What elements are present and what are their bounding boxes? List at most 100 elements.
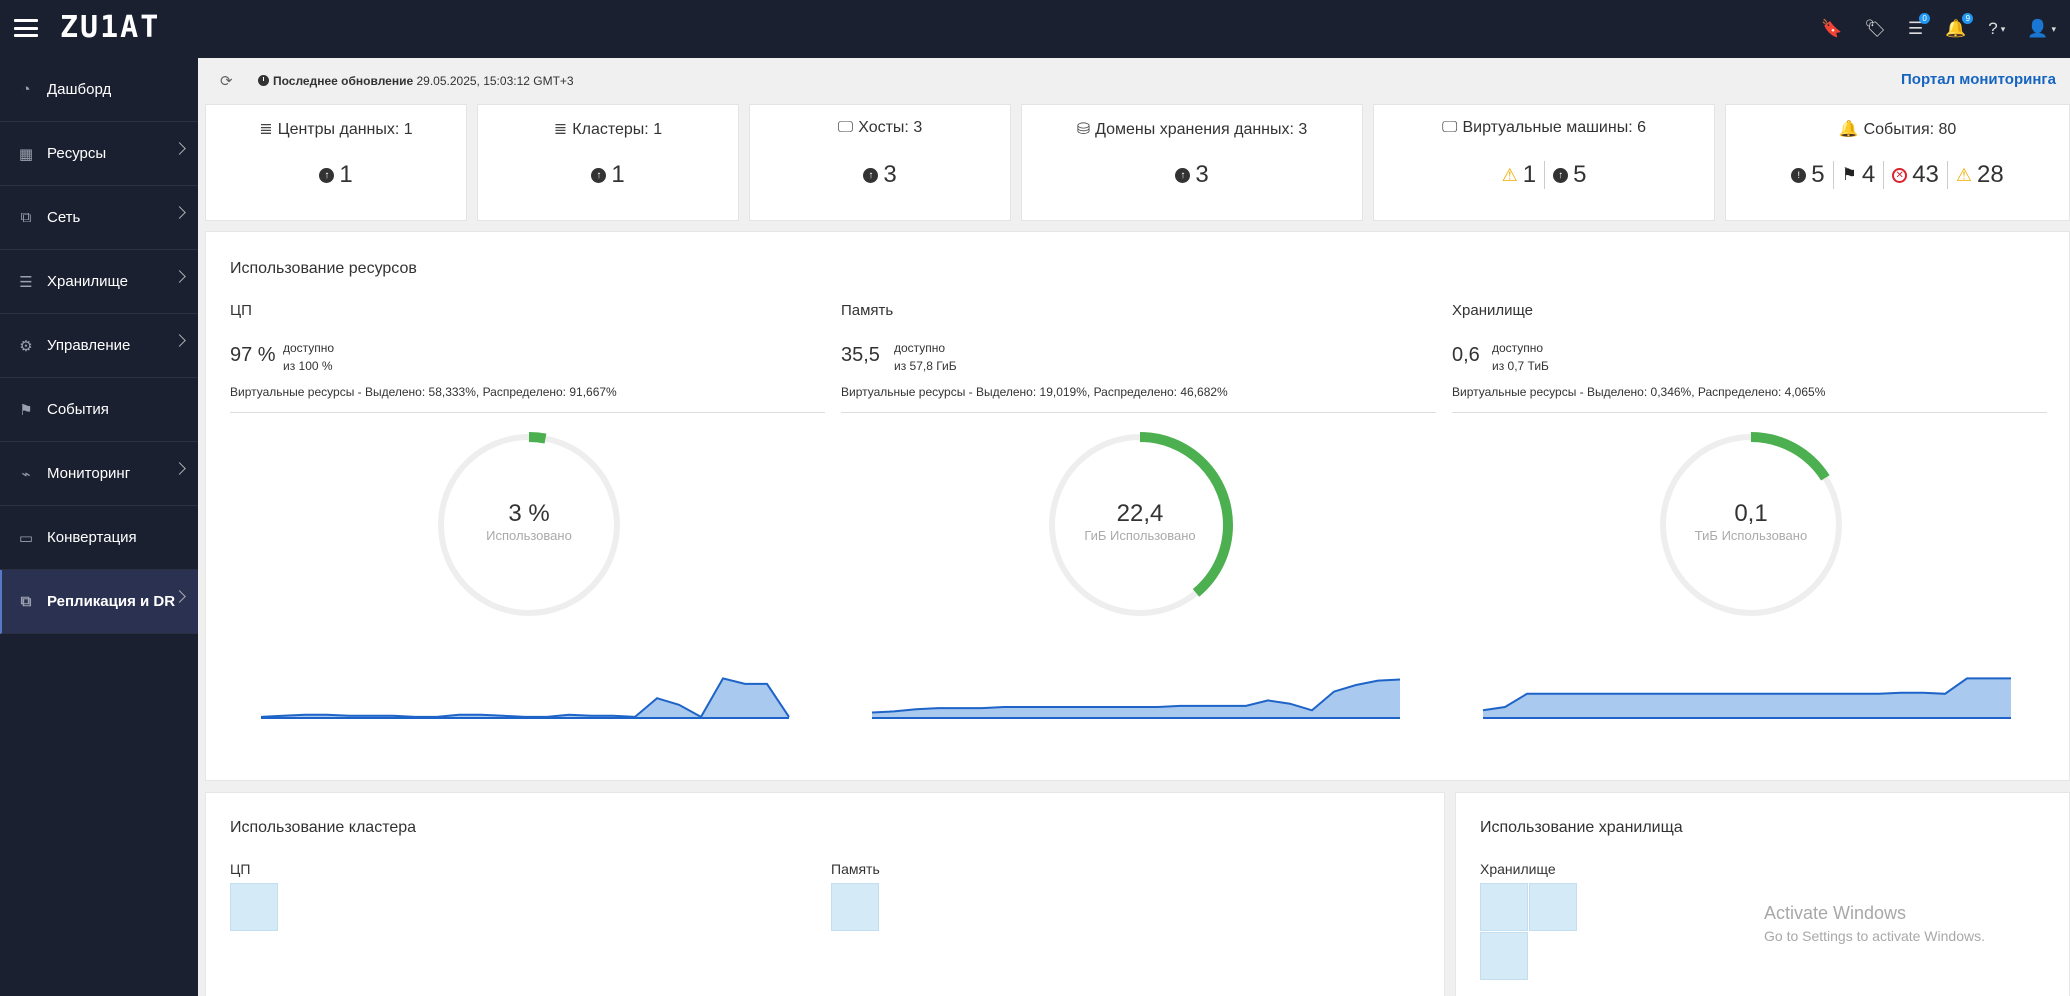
sidebar-item-network[interactable]: ⧉ Сеть (0, 186, 198, 250)
status-count-flag[interactable]: ⚑ 4 (1832, 161, 1884, 189)
chevron-right-icon (173, 334, 186, 347)
warning-icon: ⚠ (1501, 164, 1518, 185)
tags-icon[interactable]: 🏷 (1864, 19, 1886, 39)
hamburger-menu-icon[interactable] (14, 19, 38, 37)
chevron-down-icon: ▾ (2051, 23, 2056, 34)
sidebar-item-replication-dr[interactable]: ⧉ Репликация и DR (0, 570, 198, 634)
sidebar-item-resources[interactable]: ▦ Ресурсы (0, 122, 198, 186)
virtual-resources-text: Виртуальные ресурсы - Выделено: 58,333%,… (230, 385, 617, 399)
donut-value: 0,1 (1734, 500, 1768, 527)
bookmark-icon-glyph: 🔖 (1821, 19, 1843, 38)
usage-cpu-sparkline[interactable] (260, 670, 790, 720)
usage-column-storage: Хранилище 0,6 доступно из 0,7 ТиБ Виртуальны… (1452, 232, 2047, 772)
sidebar-item-storage[interactable]: ☰ Хранилище (0, 250, 198, 314)
sidebar-item-label: События (47, 401, 109, 418)
refresh-icon[interactable]: ⟳ (220, 73, 233, 90)
card-virtual-machines[interactable]: 🖵 Виртуальные машины: 6 ⚠ 1 ↑ 5 (1373, 104, 1715, 221)
activation-watermark-title: Activate Windows (1764, 903, 1907, 923)
status-count-up[interactable]: ↑ 3 (1167, 161, 1216, 189)
card-events[interactable]: 🔔 События: 80 ! 5 ⚑ 4 ✕ 43 ⚠ 28 (1725, 104, 2070, 221)
status-count-alert[interactable]: ! 5 (1783, 161, 1832, 189)
available-label: доступно (894, 341, 946, 355)
donut-value: 3 % (508, 500, 550, 527)
flag-icon: ⚑ (1841, 165, 1857, 184)
storage-tile[interactable] (1480, 883, 1528, 931)
available-total: из 100 % (283, 359, 333, 373)
usage-storage-available-value: 0,6 (1452, 344, 1480, 366)
donut-label: ТиБ Использовано (1694, 528, 1808, 543)
usage-memory-donut[interactable]: 22,4 ГиБ Использовано (1045, 430, 1235, 620)
card-hosts[interactable]: 🖵 Хосты: 3 ↑ 3 (749, 104, 1011, 221)
help-icon[interactable]: ? ▾ (1988, 19, 2005, 39)
user-icon-glyph: 👤 (2027, 19, 2049, 38)
sidebar-item-events[interactable]: ⚑ События (0, 378, 198, 442)
available-label: доступно (283, 341, 335, 355)
usage-memory-available-caption: доступно из 57,8 ГиБ (894, 339, 957, 375)
card-clusters[interactable]: ≣ Кластеры: 1 ↑ 1 (477, 104, 739, 221)
sparkline-line (260, 677, 790, 719)
dashboard-icon: ◔ (21, 81, 31, 98)
storage-tile[interactable] (1529, 883, 1577, 931)
sidebar-item-dashboard[interactable]: ◔ Дашборд (0, 58, 198, 122)
update-bar: ⟳ Последнее обновление 29.05.2025, 15:03… (198, 58, 2070, 104)
card-values: ↑ 1 (478, 161, 738, 189)
storage-usage-title: Использование хранилища (1480, 819, 1683, 836)
status-count-value: 1 (611, 161, 625, 188)
status-count-value: 3 (883, 161, 897, 188)
last-update: Последнее обновление 29.05.2025, 15:03:1… (258, 74, 574, 88)
status-count-value: 1 (339, 161, 353, 188)
status-count-value: 43 (1912, 161, 1939, 188)
sidebar-item-monitoring[interactable]: ⌁ Мониторинг (0, 442, 198, 506)
usage-cpu-title: ЦП (230, 302, 252, 319)
last-update-label: Последнее обновление (273, 74, 414, 88)
tags-icon-glyph: 🏷 (1864, 19, 1886, 38)
usage-memory-available-value: 35,5 (841, 344, 880, 366)
card-storage-domains[interactable]: ⛁ Домены хранения данных: 3 ↑ 3 (1021, 104, 1363, 221)
usage-memory-title: Память (841, 302, 894, 319)
status-count-value: 28 (1977, 161, 2004, 188)
user-icon[interactable]: 👤 ▾ (2027, 19, 2056, 39)
status-count-up[interactable]: ↑ 5 (1544, 161, 1594, 189)
sidebar-item-conversion[interactable]: ▭ Конвертация (0, 506, 198, 570)
sidebar-item-label: Дашборд (47, 81, 112, 98)
sidebar-item-label: Репликация и DR (47, 593, 176, 610)
bookmark-icon[interactable]: 🔖 (1821, 19, 1842, 39)
usage-cpu-available-value: 97 % (230, 344, 276, 366)
card-values: ↑ 3 (1022, 161, 1362, 189)
donut-label: Использовано (486, 528, 572, 543)
usage-memory-sparkline[interactable] (871, 670, 1401, 720)
sidebar: ◔ Дашборд ▦ Ресурсы ⧉ Сеть ☰ Хранилище ⚙ Управлен… (0, 58, 198, 996)
status-count-error[interactable]: ✕ 43 (1883, 161, 1947, 189)
resource-usage-title: Использование ресурсов (230, 260, 417, 277)
sparkline-area (1483, 678, 2011, 718)
bell-icon[interactable]: 🔔 9 (1945, 13, 1974, 39)
cluster-cpu-tile[interactable] (230, 883, 278, 931)
status-count-warn[interactable]: ⚠ 1 (1494, 161, 1545, 189)
convert-icon: ▭ (18, 529, 34, 547)
card-datacenters[interactable]: ≣ Центры данных: 1 ↑ 1 (205, 104, 467, 221)
divider (1452, 412, 2047, 413)
cluster-memory-tile[interactable] (831, 883, 879, 931)
card-values: ↑ 1 (206, 161, 466, 189)
usage-storage-donut[interactable]: 0,1 ТиБ Использовано (1656, 430, 1846, 620)
status-count-up[interactable]: ↑ 1 (311, 161, 360, 189)
help-icon-glyph: ? (1988, 19, 1998, 38)
datacenter-icon: ≣ (259, 121, 273, 138)
card-title: Центры данных: 1 (277, 121, 413, 138)
storage-tile[interactable] (1480, 932, 1528, 980)
tasks-icon[interactable]: ☰ 0 (1908, 13, 1931, 39)
network-icon: ⧉ (20, 209, 32, 226)
top-bar: ZU1AT 🔖 🏷 ☰ 0 🔔 9? ▾ 👤 ▾ (0, 0, 2070, 58)
usage-storage-available-caption: доступно из 0,7 ТиБ (1492, 339, 1549, 375)
status-count-up[interactable]: ↑ 3 (855, 161, 904, 189)
status-count-warn[interactable]: ⚠ 28 (1946, 161, 2012, 189)
status-count-up[interactable]: ↑ 1 (583, 161, 632, 189)
monitoring-icon: ⌁ (21, 465, 31, 483)
alert-icon: ! (1791, 167, 1807, 183)
usage-cpu-donut[interactable]: 3 % Использовано (434, 430, 624, 620)
sidebar-item-management[interactable]: ⚙ Управление (0, 314, 198, 378)
monitoring-portal-link[interactable]: Портал мониторинга (1901, 71, 2056, 88)
usage-storage-sparkline[interactable] (1482, 670, 2012, 720)
cluster-cpu-label: ЦП (230, 861, 251, 877)
card-title: Кластеры: 1 (572, 121, 663, 138)
